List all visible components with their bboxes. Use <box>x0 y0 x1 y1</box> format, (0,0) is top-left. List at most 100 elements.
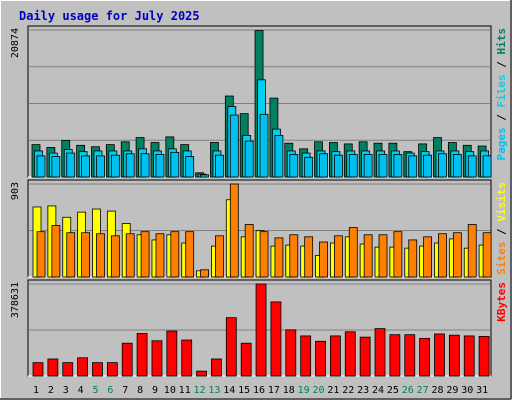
x-tick-day-17: 17 <box>268 385 280 396</box>
bar-pages-day-30 <box>467 155 477 178</box>
bar-kbytes-day-30 <box>463 335 475 377</box>
bar-pages-day-6 <box>110 154 120 178</box>
bar-pages-day-22 <box>348 154 358 178</box>
bar-kbytes-day-21 <box>329 335 341 377</box>
bar-sites-day-7 <box>125 233 135 278</box>
x-tick-day-6: 6 <box>107 385 113 396</box>
x-tick-day-2: 2 <box>48 385 54 396</box>
legend-files: Files <box>495 74 508 107</box>
bar-pages-day-7 <box>125 153 135 178</box>
bar-sites-day-27 <box>423 236 433 278</box>
x-tick-day-23: 23 <box>357 385 369 396</box>
bar-kbytes-day-12 <box>196 370 207 377</box>
bar-kbytes-day-11 <box>181 339 193 377</box>
bar-sites-day-16 <box>259 231 269 278</box>
bar-kbytes-day-31 <box>478 335 490 377</box>
bar-sites-day-17 <box>274 237 284 278</box>
bar-sites-day-1 <box>36 231 46 278</box>
x-tick-day-9: 9 <box>152 385 158 396</box>
x-tick-day-14: 14 <box>223 385 235 396</box>
bar-sites-day-22 <box>348 227 358 278</box>
x-tick-day-28: 28 <box>431 385 443 396</box>
bar-pages-day-29 <box>452 154 462 178</box>
bar-kbytes-day-22 <box>344 331 356 377</box>
legend-separator: / <box>495 55 508 75</box>
bar-sites-day-13 <box>215 235 224 278</box>
bar-kbytes-day-8 <box>136 333 148 377</box>
bar-kbytes-day-4 <box>77 357 89 377</box>
bar-sites-day-24 <box>378 234 388 278</box>
bar-sites-day-12 <box>200 269 209 278</box>
x-tick-day-12: 12 <box>194 385 206 396</box>
x-tick-day-13: 13 <box>208 385 220 396</box>
bar-sites-day-20 <box>319 241 328 278</box>
bar-pages-day-24 <box>378 154 388 178</box>
legend-kbytes: KBytes <box>495 282 508 322</box>
bar-sites-day-6 <box>110 235 120 278</box>
bar-kbytes-day-3 <box>62 362 74 377</box>
bar-sites-day-4 <box>81 232 91 278</box>
bar-pages-day-1 <box>36 155 46 178</box>
x-tick-day-22: 22 <box>342 385 354 396</box>
bar-sites-day-3 <box>66 232 76 278</box>
x-tick-day-1: 1 <box>33 385 39 396</box>
bar-kbytes-day-16 <box>255 283 267 377</box>
x-tick-day-5: 5 <box>92 385 98 396</box>
bar-pages-day-16 <box>259 113 269 178</box>
bar-pages-day-23 <box>363 154 373 178</box>
bar-sites-day-18 <box>289 234 299 278</box>
bar-sites-day-29 <box>452 232 462 278</box>
bar-sites-day-9 <box>155 233 165 278</box>
legend-hits: Hits <box>495 28 508 55</box>
bar-kbytes-day-23 <box>359 336 371 377</box>
x-tick-day-7: 7 <box>122 385 128 396</box>
bar-pages-day-19 <box>304 156 314 178</box>
bar-kbytes-day-24 <box>374 328 386 377</box>
bar-sites-day-23 <box>363 234 373 278</box>
bar-kbytes-day-29 <box>448 334 460 377</box>
bar-pages-day-13 <box>215 154 224 178</box>
bar-sites-day-5 <box>96 233 105 278</box>
bar-pages-day-21 <box>333 154 343 178</box>
x-tick-day-20: 20 <box>313 385 325 396</box>
bar-kbytes-day-6 <box>106 362 118 377</box>
x-tick-day-24: 24 <box>372 385 384 396</box>
legend-sites: Sites <box>495 242 508 275</box>
y-axis-label-kbytes: KBytes <box>495 282 508 322</box>
y-axis-label-hits-files-pages: Pages / Files / Hits <box>495 28 508 161</box>
bar-pages-day-11 <box>185 156 195 178</box>
bar-sites-day-2 <box>51 225 61 278</box>
bar-sites-day-25 <box>393 231 403 278</box>
x-tick-day-3: 3 <box>63 385 69 396</box>
x-tick-day-18: 18 <box>283 385 295 396</box>
bar-pages-day-15 <box>244 140 254 178</box>
bar-sites-day-14 <box>229 183 239 278</box>
bar-sites-day-30 <box>467 224 477 278</box>
bar-pages-day-10 <box>170 151 180 178</box>
legend-separator: / <box>495 108 508 128</box>
bar-pages-day-8 <box>140 153 150 178</box>
x-tick-day-16: 16 <box>253 385 265 396</box>
bar-kbytes-day-26 <box>404 334 416 377</box>
bar-kbytes-day-28 <box>434 333 445 377</box>
bar-kbytes-day-10 <box>166 330 178 377</box>
x-tick-day-31: 31 <box>476 385 488 396</box>
x-tick-day-21: 21 <box>327 385 339 396</box>
bar-pages-day-17 <box>274 135 284 178</box>
bar-pages-day-14 <box>229 114 239 178</box>
y-axis-label-visits-sites: Sites / Visits <box>495 182 508 275</box>
y-max-label: 903 <box>10 182 21 200</box>
bar-kbytes-day-2 <box>47 358 59 377</box>
x-tick-day-26: 26 <box>402 385 414 396</box>
x-tick-day-4: 4 <box>78 385 84 396</box>
bar-sites-day-28 <box>438 233 447 278</box>
y-max-label: 378631 <box>10 282 21 318</box>
legend-separator: / <box>495 222 508 242</box>
bar-sites-day-15 <box>244 224 254 278</box>
bar-sites-day-8 <box>140 231 150 278</box>
bar-sites-day-10 <box>170 231 180 278</box>
bar-pages-day-3 <box>66 152 76 178</box>
bar-pages-day-9 <box>155 154 165 178</box>
